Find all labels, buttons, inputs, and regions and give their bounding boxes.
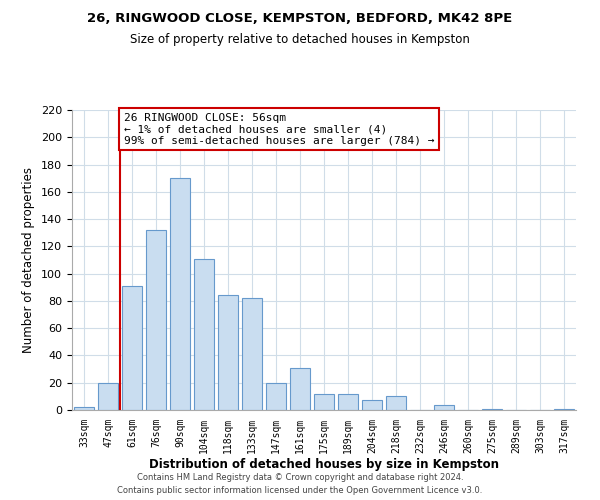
X-axis label: Distribution of detached houses by size in Kempston: Distribution of detached houses by size … <box>149 458 499 471</box>
Bar <box>290 368 310 410</box>
Bar <box>266 382 286 410</box>
Text: Contains HM Land Registry data © Crown copyright and database right 2024.: Contains HM Land Registry data © Crown c… <box>137 474 463 482</box>
Bar <box>338 394 358 410</box>
Bar <box>122 286 142 410</box>
Bar <box>98 382 118 410</box>
Bar <box>482 408 502 410</box>
Y-axis label: Number of detached properties: Number of detached properties <box>22 167 35 353</box>
Bar <box>146 230 166 410</box>
Bar <box>314 394 334 410</box>
Text: 26 RINGWOOD CLOSE: 56sqm
← 1% of detached houses are smaller (4)
99% of semi-det: 26 RINGWOOD CLOSE: 56sqm ← 1% of detache… <box>124 112 434 146</box>
Bar <box>218 296 238 410</box>
Bar <box>362 400 382 410</box>
Bar <box>74 408 94 410</box>
Bar <box>194 258 214 410</box>
Bar <box>386 396 406 410</box>
Bar <box>434 404 454 410</box>
Bar <box>242 298 262 410</box>
Bar <box>554 408 574 410</box>
Text: 26, RINGWOOD CLOSE, KEMPSTON, BEDFORD, MK42 8PE: 26, RINGWOOD CLOSE, KEMPSTON, BEDFORD, M… <box>88 12 512 26</box>
Text: Contains public sector information licensed under the Open Government Licence v3: Contains public sector information licen… <box>118 486 482 495</box>
Bar <box>170 178 190 410</box>
Text: Size of property relative to detached houses in Kempston: Size of property relative to detached ho… <box>130 32 470 46</box>
